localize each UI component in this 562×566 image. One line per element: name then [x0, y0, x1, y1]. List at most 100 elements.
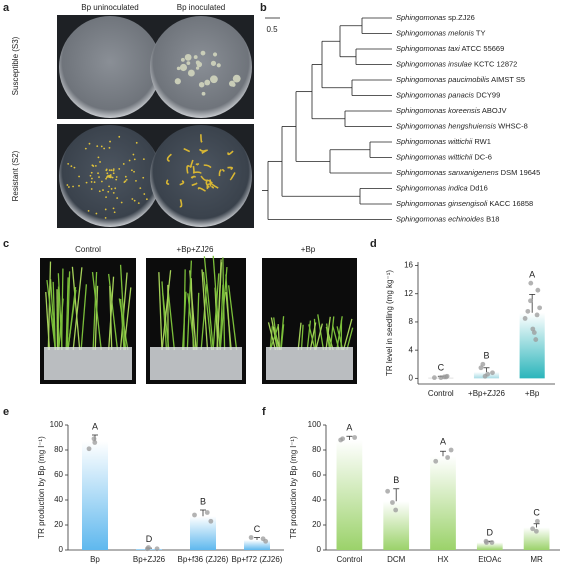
data-point [248, 535, 254, 540]
strain-name: RW1 [474, 137, 491, 146]
leaf-blade [158, 272, 163, 351]
colony [102, 189, 104, 191]
colony [85, 181, 88, 184]
colony [106, 176, 108, 179]
colony [180, 57, 185, 62]
colony [191, 175, 195, 179]
leaf-blade [219, 284, 224, 351]
leaf-blade [228, 285, 238, 351]
colony [106, 172, 109, 175]
data-point [537, 305, 543, 311]
leaf-blade [161, 270, 172, 351]
x-tick-label: Bp [90, 555, 100, 564]
colony [98, 190, 101, 193]
leaf-label: Sphingomonas echinoides B18 [396, 214, 499, 223]
leaf-blade [280, 324, 285, 351]
species-name: Sphingomonas hengshuiensis [396, 121, 496, 130]
colony [72, 185, 74, 188]
leaf-blade [216, 259, 222, 351]
strain-name: ABOJV [482, 106, 507, 115]
leaf-blade [212, 273, 220, 351]
colony [97, 172, 99, 175]
colony [145, 198, 148, 201]
data-point [535, 518, 540, 524]
data-point [154, 546, 160, 552]
colony [115, 178, 118, 181]
leaf-label: Sphingomonas indica Dd16 [396, 183, 488, 192]
colony [176, 66, 181, 71]
colony [108, 175, 110, 178]
y-axis-label: TR level in seedling (mg kg⁻¹) [385, 270, 394, 376]
colony [133, 170, 135, 173]
leaf-blade [225, 292, 232, 351]
colony [186, 164, 191, 174]
colony [118, 168, 121, 170]
data-point [533, 528, 539, 534]
species-name: Sphingomonas panacis [396, 90, 474, 99]
leaf-blade [80, 284, 88, 351]
significance-letter: A [440, 436, 446, 446]
data-point [433, 458, 439, 464]
colony [94, 164, 97, 167]
colony [195, 66, 200, 70]
strain-name: sp.ZJ26 [448, 13, 475, 22]
colony [174, 78, 181, 85]
colony [227, 150, 234, 156]
colony [89, 174, 92, 177]
species-name: Sphingomonas [396, 13, 446, 22]
species-name: Sphingomonas ginsengisoli [396, 199, 488, 208]
leaf-label: Sphingomonas wittichii DC-6 [396, 152, 492, 161]
strain-name: DSM 19645 [501, 168, 541, 177]
colony [210, 75, 218, 84]
colony [120, 201, 123, 204]
colony [216, 63, 221, 68]
bar [336, 440, 363, 550]
colony [200, 175, 207, 182]
data-point [478, 365, 484, 371]
leaf-blade [94, 285, 99, 351]
colony [118, 135, 121, 138]
colony [90, 181, 93, 183]
colony [133, 158, 136, 161]
bar [523, 527, 550, 550]
colony [165, 179, 170, 185]
species-name: Sphingomonas paucimobilis [396, 75, 490, 84]
significance-letter: C [438, 363, 445, 373]
leaf-blade [329, 316, 335, 351]
data-point [485, 371, 491, 377]
leaf-blade [336, 326, 344, 351]
colony [110, 169, 113, 172]
leaf-blade [313, 318, 317, 351]
leaf-blade [57, 273, 63, 351]
colony [131, 198, 134, 200]
strain-name: DCY99 [476, 90, 500, 99]
leaf-blade [183, 269, 186, 351]
y-tick-label: 0 [409, 373, 414, 382]
colony [124, 175, 127, 178]
x-tick-label: Control [337, 555, 363, 564]
strain-name: Dd16 [470, 183, 488, 192]
colony [142, 158, 145, 161]
leaf-blade [67, 287, 77, 351]
colony [115, 176, 118, 178]
colony [116, 197, 119, 199]
x-tick-label: Bp+f72 (ZJ26) [232, 555, 283, 564]
significance-letter: A [529, 270, 535, 280]
leaf-blade [196, 292, 200, 351]
strain-name: ATCC 55669 [461, 44, 504, 53]
colony [112, 169, 115, 172]
colony [195, 60, 200, 65]
colony [206, 183, 211, 190]
leaf-blade [326, 328, 331, 351]
colony [91, 164, 94, 167]
colony [231, 82, 236, 87]
bar [430, 456, 456, 550]
plants [45, 255, 354, 351]
leaf-blade [72, 267, 83, 351]
colony [108, 185, 110, 188]
data-point [438, 375, 444, 381]
colony [191, 182, 198, 187]
colony [112, 192, 115, 194]
petri-dish [150, 16, 252, 118]
